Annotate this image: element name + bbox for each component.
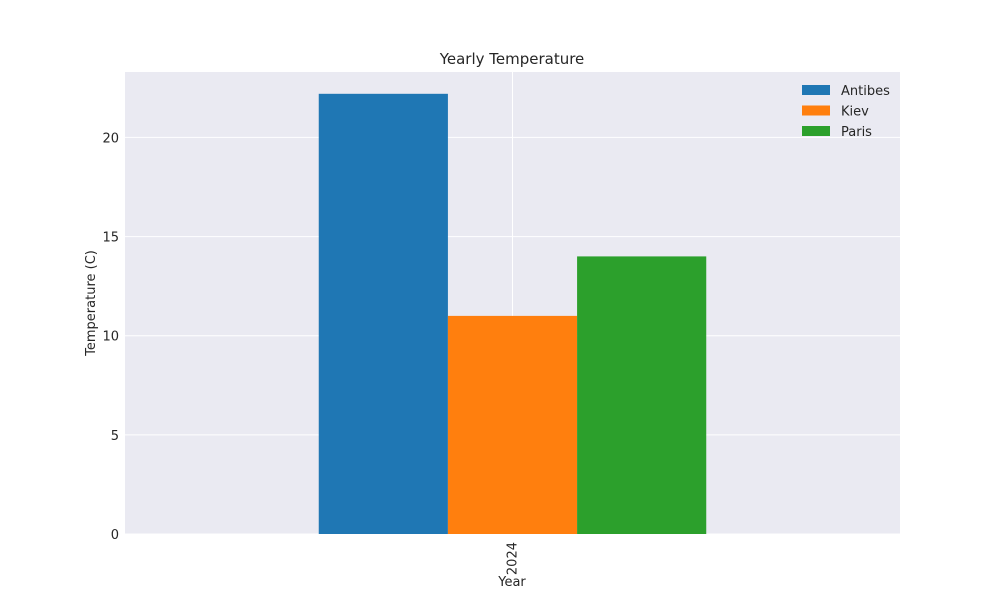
x-axis-label: Year bbox=[497, 575, 526, 590]
y-tick-labels: 0 5 10 15 20 bbox=[102, 131, 119, 543]
y-tick-label: 5 bbox=[111, 429, 119, 444]
legend-label-kiev: Kiev bbox=[841, 105, 869, 120]
chart-title: Yearly Temperature bbox=[439, 50, 585, 68]
bar-antibes bbox=[318, 93, 448, 534]
y-tick-label: 15 bbox=[102, 231, 119, 246]
bars bbox=[318, 93, 707, 534]
legend-swatch-antibes bbox=[802, 85, 830, 95]
x-tick-labels: 2024 bbox=[506, 542, 521, 575]
bar-paris bbox=[577, 256, 707, 534]
legend: Antibes Kiev Paris bbox=[802, 84, 890, 140]
legend-swatch-kiev bbox=[802, 105, 830, 116]
legend-swatch-paris bbox=[802, 126, 830, 136]
legend-label-paris: Paris bbox=[841, 125, 872, 140]
y-axis-label: Temperature (C) bbox=[84, 250, 99, 357]
y-tick-label: 20 bbox=[102, 131, 119, 146]
x-tick-label: 2024 bbox=[506, 542, 521, 575]
y-tick-label: 10 bbox=[102, 330, 119, 345]
bar-kiev bbox=[447, 315, 578, 534]
y-tick-label: 0 bbox=[111, 528, 119, 543]
legend-label-antibes: Antibes bbox=[841, 84, 890, 99]
